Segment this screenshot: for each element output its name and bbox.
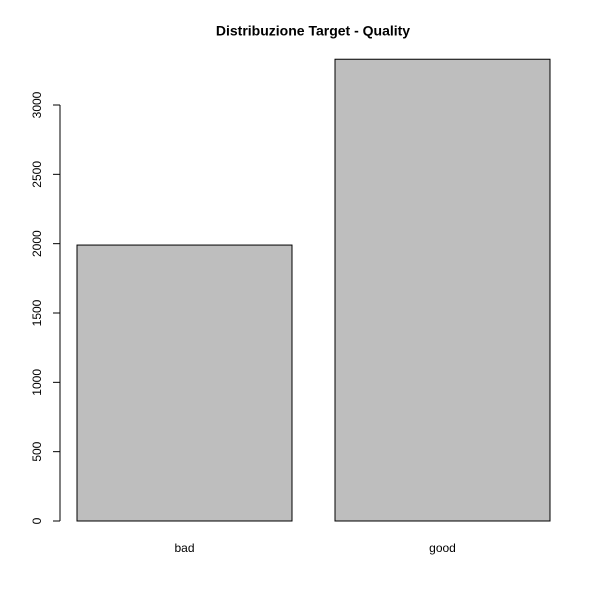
bar <box>76 244 293 522</box>
chart-title: Distribuzione Target - Quality <box>216 23 410 39</box>
bar <box>334 58 551 522</box>
y-tick-label: 2000 <box>30 230 44 257</box>
y-tick-label: 2500 <box>30 161 44 188</box>
y-tick-label: 1500 <box>30 299 44 326</box>
x-tick-label: good <box>429 541 456 555</box>
y-tick-label: 3000 <box>30 91 44 118</box>
y-tick-label: 0 <box>30 517 44 524</box>
x-tick-label: bad <box>174 541 194 555</box>
y-tick-label: 1000 <box>30 369 44 396</box>
y-tick-label: 500 <box>30 441 44 461</box>
